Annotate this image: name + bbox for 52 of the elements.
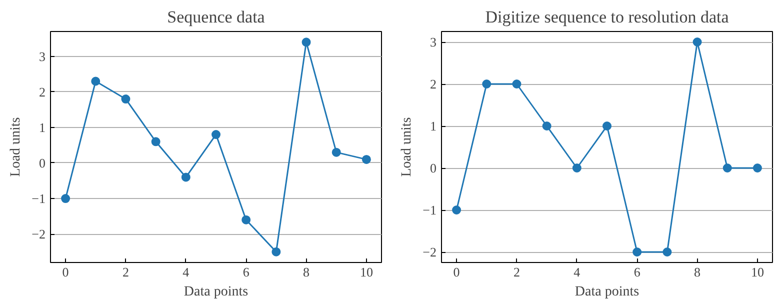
y-tick-label: 0 <box>430 160 436 176</box>
y-axis-title: Load units <box>400 117 415 177</box>
y-tick-label: 3 <box>430 34 436 50</box>
x-tick-label: 0 <box>62 264 69 280</box>
y-tick-label: 3 <box>39 48 46 64</box>
point <box>602 122 612 130</box>
x-tick-label: 0 <box>453 264 460 280</box>
point <box>91 76 100 86</box>
y-tick-label: −1 <box>422 202 437 218</box>
point <box>572 164 582 172</box>
x-tick-label: 4 <box>182 264 190 280</box>
point <box>332 148 341 157</box>
x-axis-title: Data points <box>184 284 248 300</box>
point <box>362 154 371 164</box>
y-tick-label: 1 <box>39 120 46 135</box>
point <box>212 130 220 140</box>
point <box>452 206 462 214</box>
point <box>662 248 672 256</box>
y-tick-label: −2 <box>32 226 46 242</box>
x-axis-title: Data points <box>574 284 640 300</box>
y-tick-label: 2 <box>430 76 436 92</box>
point <box>242 215 251 224</box>
y-tick-label: 0 <box>39 155 46 170</box>
point <box>181 172 190 182</box>
x-tick-label: 2 <box>122 264 129 280</box>
x-tick-label: 6 <box>242 264 250 280</box>
point <box>482 80 492 88</box>
x-tick-label: 10 <box>750 264 764 280</box>
y-axis-title: Load units <box>8 117 24 177</box>
point <box>302 38 311 47</box>
y-tick-label: −1 <box>32 191 46 206</box>
x-tick-label: 6 <box>634 264 641 280</box>
point <box>121 94 130 104</box>
point <box>692 38 702 46</box>
y-tick-label: −2 <box>422 244 437 260</box>
point <box>512 80 522 88</box>
y-tick-label: 1 <box>430 118 436 134</box>
chart-title: Digitize sequence to resolution data <box>485 8 730 26</box>
point <box>61 194 70 204</box>
x-tick-label: 8 <box>694 264 701 280</box>
point <box>632 248 642 256</box>
y-tick-label: 2 <box>39 84 46 100</box>
x-tick-label: 10 <box>360 264 373 280</box>
point <box>722 164 732 172</box>
point <box>542 122 552 130</box>
x-tick-label: 2 <box>513 264 520 280</box>
x-tick-label: 8 <box>303 264 310 280</box>
point <box>151 137 160 146</box>
x-tick-label: 4 <box>574 264 581 280</box>
point <box>272 247 281 256</box>
point <box>752 164 762 172</box>
chart-title: Sequence data <box>167 8 266 26</box>
